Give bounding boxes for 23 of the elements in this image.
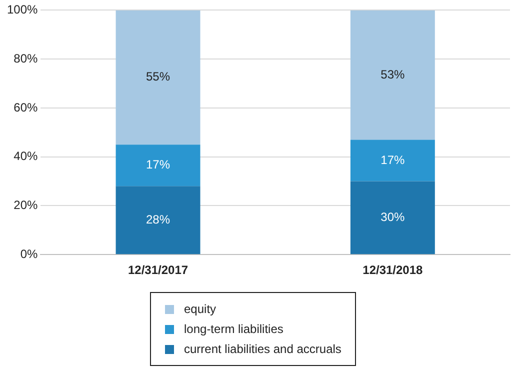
- bar: [350, 181, 435, 254]
- bar: [350, 10, 435, 140]
- bar: [350, 140, 435, 182]
- bar: [116, 144, 200, 186]
- data-label: 28%: [146, 212, 170, 226]
- bar: [116, 186, 200, 254]
- legend-label: current liabilities and accruals: [184, 342, 342, 356]
- x-tick-label: 12/31/2018: [362, 263, 424, 278]
- data-label: 55%: [146, 70, 170, 84]
- legend-label: long-term liabilities: [184, 322, 284, 336]
- legend-label: equity: [184, 302, 216, 316]
- y-tick-label: 40%: [14, 149, 38, 164]
- bar: [116, 10, 200, 145]
- data-label: 17%: [380, 152, 406, 167]
- y-tick-label: 20%: [14, 198, 38, 212]
- y-tick-label: 80%: [14, 51, 38, 66]
- data-label: 30%: [380, 210, 406, 224]
- data-label: 53%: [380, 67, 406, 82]
- y-tick-label: 60%: [14, 100, 38, 114]
- x-tick-label: 12/31/2017: [128, 263, 188, 278]
- data-label: 17%: [146, 158, 170, 172]
- y-tick-label: 0%: [20, 246, 38, 261]
- y-tick-label: 100%: [6, 2, 38, 17]
